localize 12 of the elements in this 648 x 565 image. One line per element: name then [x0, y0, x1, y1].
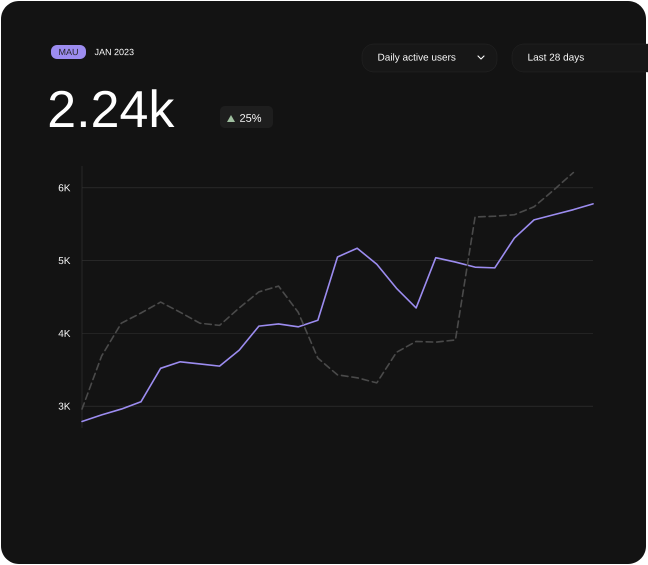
y-tick-label: 4K	[58, 330, 70, 337]
text: 25%	[240, 114, 262, 122]
y-tick-label: 6K	[58, 184, 70, 192]
line-series	[81, 172, 574, 410]
text: JAN 2023	[94, 48, 134, 56]
text: Last 28 days	[528, 53, 584, 63]
y-tick-label: 5K	[58, 257, 70, 264]
text: Daily active users	[378, 53, 456, 63]
text: MAU	[59, 48, 78, 56]
y-tick-label: 3K	[58, 402, 70, 410]
text: 2.24k	[50, 89, 174, 127]
line-series	[81, 203, 594, 422]
